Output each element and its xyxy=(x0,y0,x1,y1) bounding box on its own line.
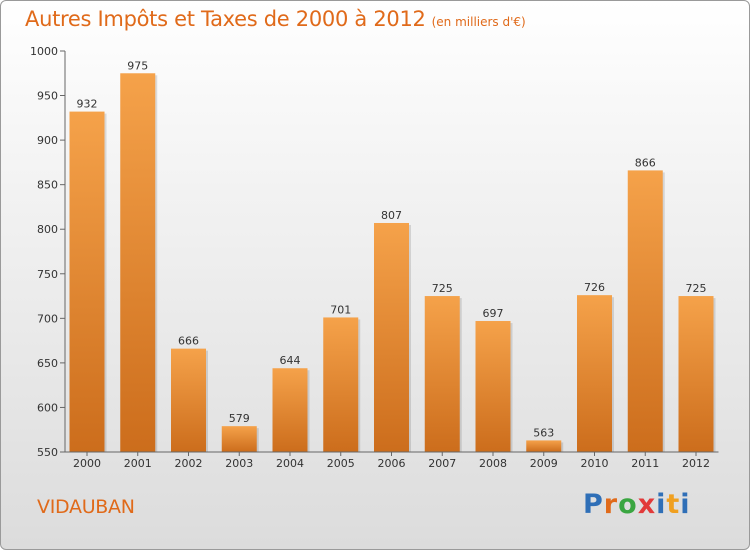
bars-group: 932 975 666 579 644 701 807 725 697 563 726 866 725 xyxy=(69,59,716,453)
bar-value-label: 725 xyxy=(686,282,707,295)
x-tick-label: 2001 xyxy=(124,457,152,470)
bar-value-label: 701 xyxy=(330,303,351,316)
bar xyxy=(323,317,359,452)
x-tick-label: 2011 xyxy=(631,457,659,470)
bar xyxy=(69,111,105,453)
y-tick-label: 850 xyxy=(37,179,58,192)
bar xyxy=(424,296,460,452)
commune-name: VIDAUBAN xyxy=(37,496,135,518)
logo-letter: o xyxy=(618,489,638,520)
bar xyxy=(678,296,714,452)
bar-value-label: 579 xyxy=(229,412,250,425)
chart-title-text: Autres Impôts et Taxes de 2000 à 2012 xyxy=(25,7,426,31)
x-tick-label: 2004 xyxy=(276,457,304,470)
bar xyxy=(526,440,562,452)
y-tick-label: 650 xyxy=(37,357,58,370)
y-tick-label: 600 xyxy=(37,401,58,414)
y-tick-label: 700 xyxy=(37,312,58,325)
x-tick-label: 2005 xyxy=(327,457,355,470)
bar-value-label: 697 xyxy=(483,307,504,320)
logo-letter: t xyxy=(666,489,681,520)
bar xyxy=(272,368,308,452)
x-tick-label: 2012 xyxy=(682,457,710,470)
y-tick-label: 950 xyxy=(37,90,58,103)
logo-letter: i xyxy=(680,489,691,520)
bar-value-label: 644 xyxy=(280,354,301,367)
y-tick-label: 800 xyxy=(37,223,58,236)
y-tick-label: 550 xyxy=(37,446,58,459)
x-tick-label: 2010 xyxy=(581,457,609,470)
bar-value-label: 666 xyxy=(178,335,199,348)
proxiti-logo: Proxiti xyxy=(583,489,691,520)
y-axis: 550 600 650 700 750 800 850 900 950 1000 xyxy=(30,45,66,459)
x-tick-label: 2002 xyxy=(175,457,203,470)
y-tick-label: 1000 xyxy=(30,45,58,58)
x-tick-label: 2006 xyxy=(378,457,406,470)
bar-value-label: 807 xyxy=(381,209,402,222)
bar-value-label: 726 xyxy=(584,281,605,294)
bar xyxy=(475,321,511,452)
x-tick-label: 2003 xyxy=(225,457,253,470)
bar xyxy=(374,222,409,452)
bar-value-label: 563 xyxy=(533,426,554,439)
bar-value-label: 975 xyxy=(127,59,148,72)
x-axis: 2000 2001 2002 2003 2004 2005 2006 2007 2008 2009… xyxy=(65,451,719,470)
bar-value-label: 725 xyxy=(432,282,453,295)
bar xyxy=(577,295,612,452)
y-tick-label: 900 xyxy=(37,134,58,147)
chart-title: Autres Impôts et Taxes de 2000 à 2012 (en… xyxy=(25,7,526,31)
bar xyxy=(221,426,257,452)
logo-letter: i xyxy=(656,489,667,520)
logo-letter: x xyxy=(637,489,657,520)
bar-value-label: 866 xyxy=(635,156,656,169)
y-tick-label: 750 xyxy=(37,268,58,281)
logo-letter: r xyxy=(603,489,619,520)
x-tick-label: 2008 xyxy=(479,457,507,470)
bar-value-label: 932 xyxy=(77,98,98,111)
bar xyxy=(627,170,663,453)
chart-subtitle: (en milliers d'€) xyxy=(431,15,526,29)
x-tick-label: 2000 xyxy=(73,457,101,470)
bar xyxy=(120,73,156,453)
bar xyxy=(171,348,206,452)
x-tick-label: 2007 xyxy=(428,457,456,470)
x-tick-label: 2009 xyxy=(530,457,558,470)
logo-letter: P xyxy=(583,489,604,520)
